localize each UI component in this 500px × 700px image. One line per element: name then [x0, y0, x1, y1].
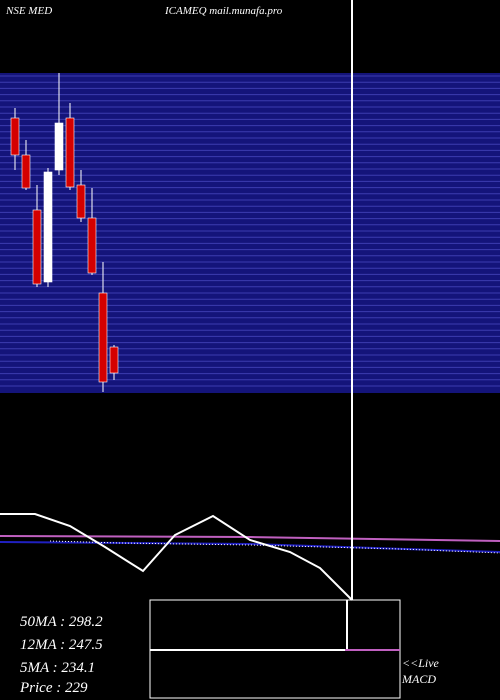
price-panel [0, 73, 500, 393]
chart-title: NSE MED [5, 5, 52, 17]
candle-body [98, 292, 108, 383]
candle-body [87, 217, 97, 274]
candle-body [10, 117, 20, 156]
candle-body [76, 184, 86, 219]
ma-line [0, 535, 500, 542]
annotation: MACD [401, 672, 436, 686]
candle-body [43, 171, 53, 283]
candle-body [54, 122, 64, 171]
ma-label: 50MA : 298.2 [20, 614, 103, 630]
candle-body [32, 209, 42, 285]
candle-body [65, 117, 75, 188]
candle-body [21, 154, 31, 189]
ma-label: 5MA : 234.1 [20, 660, 95, 676]
chart-subtitle: ICAMEQ mail.munafa.pro [164, 5, 283, 17]
ma-line [0, 513, 353, 601]
ma-label: 12MA : 247.5 [20, 637, 103, 653]
ma-label: Price : 229 [19, 680, 88, 696]
annotation: <<Live [402, 656, 440, 670]
candle-body [109, 346, 119, 374]
grid [0, 75, 500, 387]
